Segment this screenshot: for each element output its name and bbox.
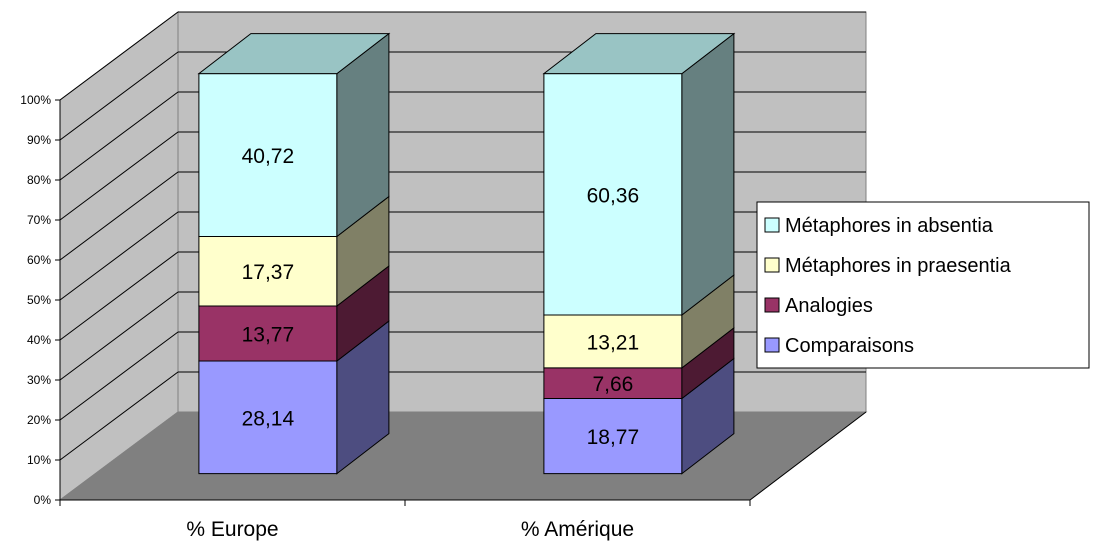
legend-entry-label: Comparaisons [785,335,914,357]
y-tick-label: 60% [27,253,51,267]
gridline-side [59,131,179,221]
gridline-side [59,291,179,381]
y-tick-label: 90% [27,133,51,147]
floor [58,411,868,501]
legend-box [756,201,1090,369]
y-tick-label: 100% [20,93,51,107]
y-tick-label: 80% [27,173,51,187]
y-tick-label: 10% [27,453,51,467]
data-label: 28,14 [242,407,295,430]
legend-swatch [764,257,780,273]
y-tick-label: 30% [27,373,51,387]
data-label: 18,77 [587,426,640,449]
data-label: 7,66 [592,373,633,396]
gridline-side [59,171,179,261]
gridline-side [59,331,179,421]
bars [197,32,736,475]
bar-top-face [197,33,391,75]
gridline-side [59,91,179,181]
bar-segment-side [681,32,735,317]
data-label: 13,21 [587,331,640,354]
legend-swatch [764,217,780,233]
gridline-side [59,51,179,141]
legend-entry-label: Analogies [785,295,873,317]
data-label: 13,77 [242,324,295,347]
gridline-side [59,211,179,301]
axes: 0% 10% 20% 30% 40% 50% 60% 70% 80% 90% 100% % Europ… [20,93,867,541]
data-labels: 28,14 13,77 17,37 40,72 18,77 7,66 13,21 60,36 [242,145,640,449]
y-tick-label: 50% [27,293,51,307]
data-label: 17,37 [242,261,295,284]
legend-entry-label: Métaphores in praesentia [785,255,1012,277]
y-tick-label: 0% [34,493,52,507]
x-tick-label: % Europe [186,518,278,541]
x-tick-label: % Amérique [521,518,634,541]
chart-walls [58,11,868,501]
legend-swatch [764,337,780,353]
gridline-side [59,11,179,101]
data-label: 60,36 [587,184,640,207]
legend-swatch [764,297,780,313]
legend: Métaphores in absentia Métaphores in prae… [756,201,1090,369]
y-tick-label: 70% [27,213,51,227]
gridline-side [59,251,179,341]
legend-entry-label: Métaphores in absentia [785,215,994,237]
gridline-side [59,371,179,461]
bar-top-face [542,33,736,75]
floor-right-edge [749,411,867,501]
y-tick-label: 20% [27,413,51,427]
data-label: 40,72 [242,145,295,168]
y-tick-label: 40% [27,333,51,347]
